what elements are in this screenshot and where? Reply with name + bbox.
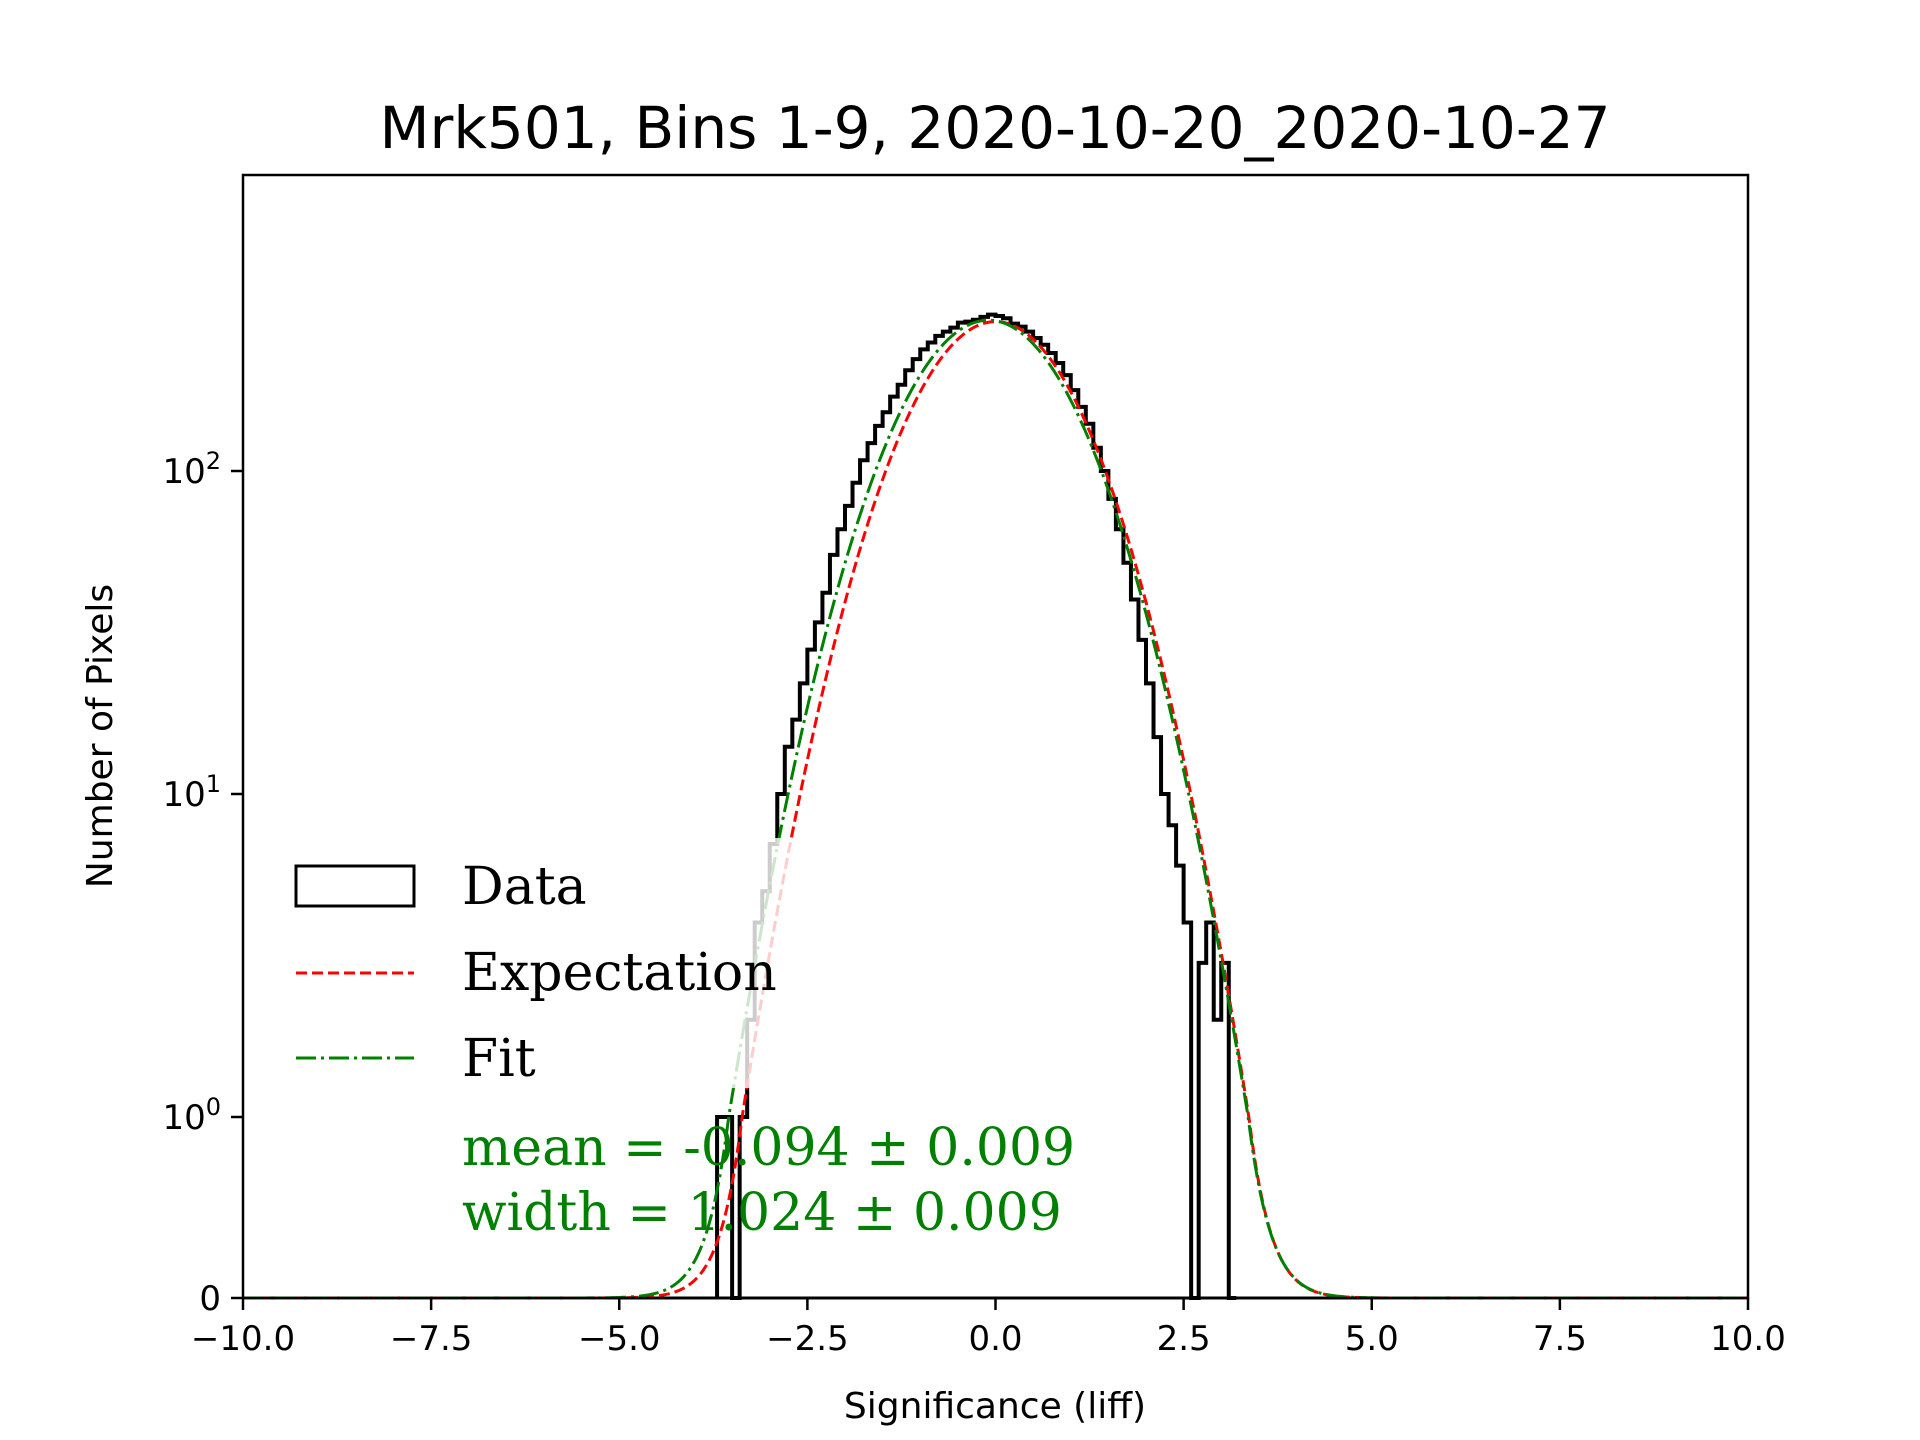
x-tick-label: −10.0	[191, 1319, 295, 1359]
histogram-bar	[1169, 825, 1177, 1298]
chart-title: Mrk501, Bins 1-9, 2020-10-20_2020-10-27	[379, 94, 1610, 162]
histogram-bar	[1131, 600, 1139, 1298]
x-tick-label: 0.0	[968, 1319, 1022, 1359]
histogram-bar	[1161, 794, 1169, 1298]
x-tick-label: 2.5	[1157, 1319, 1211, 1359]
y-tick-label: 100	[162, 1093, 221, 1138]
histogram-bar	[1086, 424, 1094, 1298]
histogram-bar	[1214, 1020, 1222, 1298]
x-tick-label: 10.0	[1710, 1319, 1786, 1359]
y-tick-label: 0	[199, 1279, 221, 1319]
legend-data-swatch	[294, 864, 416, 908]
legend-background	[275, 838, 835, 1088]
histogram-bar	[1108, 499, 1116, 1298]
y-tick-label: 102	[162, 447, 221, 492]
legend-data-label: Data	[462, 857, 587, 917]
y-axis-label: Number of Pixels	[80, 584, 121, 888]
histogram-bar	[1138, 640, 1146, 1298]
histogram-bar	[1093, 448, 1101, 1298]
histogram-outline	[715, 312, 1237, 1300]
histogram-bar	[1154, 737, 1162, 1298]
x-tick-label: −7.5	[390, 1319, 473, 1359]
x-tick-label: −2.5	[766, 1319, 849, 1359]
x-tick-label: 5.0	[1345, 1319, 1399, 1359]
histogram-bar	[1116, 529, 1124, 1298]
legend-fit-label: Fit	[462, 1029, 536, 1089]
fit-width-annotation: width = 1.024 ± 0.009	[462, 1183, 1062, 1243]
legend: Data Expectation Fit	[275, 838, 835, 1089]
x-tick-label: 7.5	[1533, 1319, 1587, 1359]
histogram-bar	[1146, 683, 1154, 1298]
histogram-bar	[1176, 866, 1184, 1298]
histogram-bar	[1078, 407, 1086, 1298]
x-axis: −10.0 −7.5 −5.0 −2.5 0.0 2.5 5.0 7.5 10.0	[191, 1298, 1786, 1359]
legend-expectation-label: Expectation	[462, 943, 777, 1003]
histogram-bar	[1101, 471, 1109, 1298]
histogram-bar	[1123, 563, 1131, 1298]
fit-mean-annotation: mean = -0.094 ± 0.009	[462, 1118, 1075, 1178]
x-tick-label: −5.0	[578, 1319, 661, 1359]
histogram-bar	[845, 506, 853, 1298]
x-axis-label: Significance (liff)	[844, 1386, 1146, 1427]
y-tick-label: 101	[162, 770, 221, 815]
y-axis: 0 100 101 102	[162, 447, 243, 1319]
